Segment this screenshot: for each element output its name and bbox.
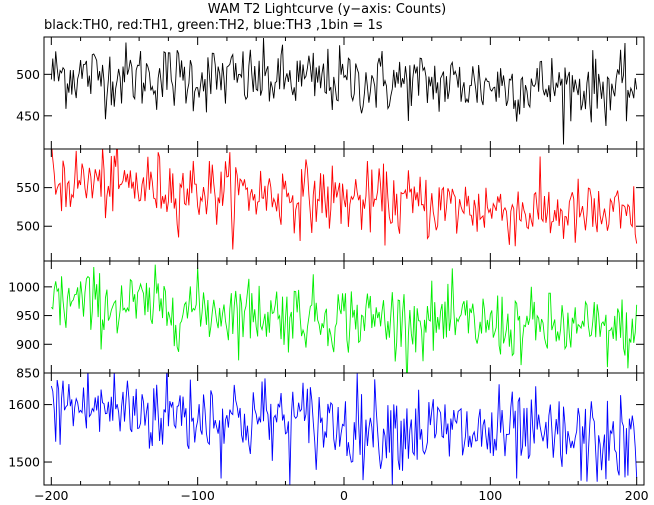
chart-title: WAM T2 Lightcurve (y−axis: Counts)	[208, 2, 446, 17]
panel-frame-3	[43, 372, 645, 486]
y-tick-label: 1500	[8, 455, 40, 470]
panel-2: 850 900 950 1000	[8, 260, 645, 381]
y-tick-label: 850	[16, 366, 40, 381]
series-line-2	[51, 264, 638, 373]
series-line-0	[50, 37, 638, 145]
y-tick-label: 1000	[8, 279, 40, 294]
x-axis: −200 −100 0 100 200	[34, 488, 649, 503]
panels-group: 450 500 500 550 850 900 950 1000 1500 1600	[8, 36, 645, 486]
panel-0: 450 500	[16, 36, 645, 150]
y-tick-label: 950	[16, 308, 40, 323]
y-tick-label: 500	[16, 219, 40, 234]
chart-subtitle: black:TH0, red:TH1, green:TH2, blue:TH3 …	[44, 18, 383, 33]
y-tick-label: 1600	[8, 397, 40, 412]
panel-frame-1	[43, 148, 645, 262]
y-tick-label: 900	[16, 337, 40, 352]
y-tick-label: 450	[16, 108, 40, 123]
panel-1: 500 550	[16, 148, 645, 262]
x-tick-label: 100	[478, 488, 502, 503]
y-tick-label: 550	[16, 180, 40, 195]
series-line-3	[50, 373, 638, 485]
series-line-1	[51, 149, 638, 250]
panel-3: 1500 1600	[8, 372, 645, 486]
x-tick-label: −200	[34, 488, 68, 503]
x-tick-label: 0	[340, 488, 348, 503]
panel-frame-2	[43, 260, 645, 374]
x-tick-label: −100	[180, 488, 214, 503]
y-tick-label: 500	[16, 67, 40, 82]
x-tick-label: 200	[625, 488, 649, 503]
